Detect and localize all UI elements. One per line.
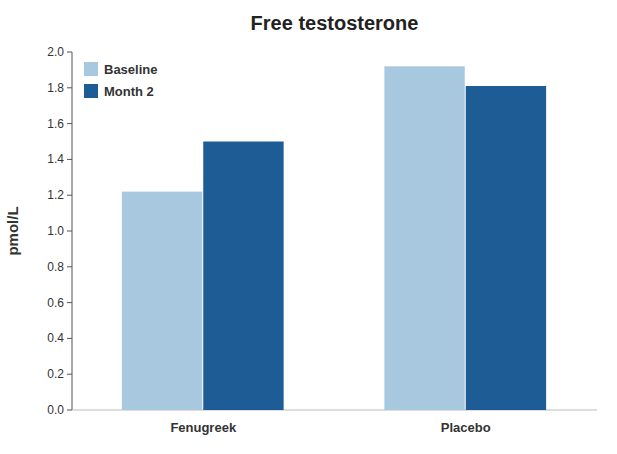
bar	[122, 192, 202, 410]
y-tick	[67, 338, 72, 339]
y-axis-line	[72, 52, 73, 410]
y-tick	[67, 195, 72, 196]
y-tick	[67, 231, 72, 232]
bars	[122, 66, 546, 410]
y-tick-label: 0.0	[47, 403, 64, 417]
legend: Baseline Month 2	[84, 62, 157, 99]
y-tick	[67, 52, 72, 53]
legend-label: Baseline	[104, 62, 157, 77]
bar	[203, 142, 283, 411]
y-tick-label: 1.6	[47, 117, 64, 131]
bar	[384, 66, 464, 410]
x-tick-labels: Fenugreek Placebo	[170, 420, 490, 435]
y-tick-label: 1.8	[47, 81, 64, 95]
title: Free testosterone	[251, 12, 419, 34]
y-tick	[67, 159, 72, 160]
y-tick-label: 2.0	[47, 45, 64, 59]
legend-swatch	[84, 62, 98, 76]
y-ticks: 0.0 0.2 0.4 0.6 0.8 1.0 1.2 1.4 1.6 1.8 2.0	[47, 45, 72, 417]
y-tick-label: 1.4	[47, 152, 64, 166]
y-tick	[67, 87, 72, 88]
y-tick	[67, 374, 72, 375]
x-tick-label: Fenugreek	[170, 420, 237, 435]
x-tick-label: Placebo	[441, 420, 491, 435]
y-tick-label: 0.8	[47, 260, 64, 274]
y-tick-label: 0.2	[47, 367, 64, 381]
y-tick	[67, 302, 72, 303]
y-tick	[67, 266, 72, 267]
bar	[466, 86, 546, 410]
y-tick-label: 1.0	[47, 224, 64, 238]
y-tick-label: 0.4	[47, 331, 64, 345]
y-tick-label: 1.2	[47, 188, 64, 202]
chart: Free testosterone pmol/L 0.0 0.2 0.4 0.6 0.8 1.…	[0, 0, 617, 454]
y-tick-label: 0.6	[47, 296, 64, 310]
y-tick	[67, 410, 72, 411]
y-tick	[67, 123, 72, 124]
y-axis-label: pmol/L	[4, 206, 21, 255]
legend-swatch	[84, 84, 98, 98]
legend-label: Month 2	[104, 84, 154, 99]
